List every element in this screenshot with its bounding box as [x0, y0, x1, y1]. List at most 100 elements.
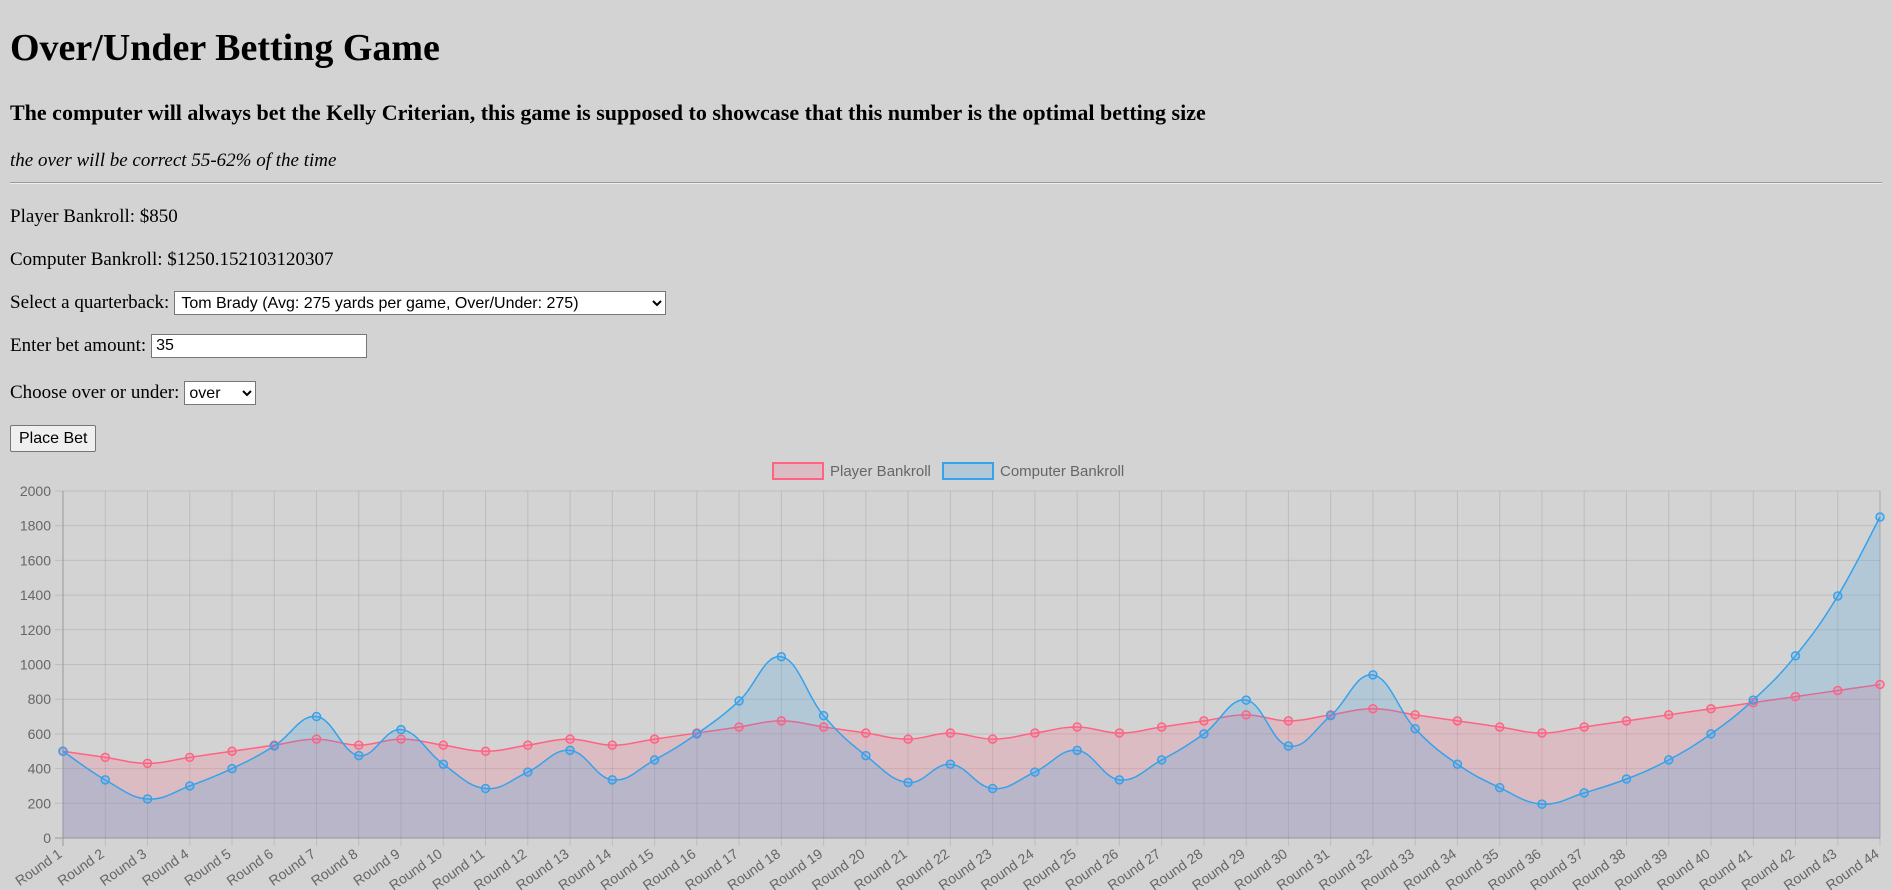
data-point	[1875, 679, 1885, 690]
data-point	[903, 777, 913, 788]
y-tick-label: 1800	[20, 518, 51, 534]
data-point	[1114, 775, 1125, 785]
y-tick-label: 600	[28, 726, 52, 742]
data-point	[396, 734, 406, 744]
data-point	[354, 740, 364, 750]
data-point	[1748, 695, 1758, 705]
x-tick-label: Round 7	[266, 845, 319, 889]
computer-bankroll: Computer Bankroll: $1250.152103120307	[10, 249, 334, 271]
x-tick-label: Round 8	[308, 845, 361, 889]
data-point	[1030, 767, 1040, 777]
x-tick-label: Round 5	[181, 845, 234, 889]
data-point	[1452, 759, 1463, 770]
bet-label: Enter bet amount:	[10, 335, 147, 356]
data-point	[354, 750, 364, 761]
data-point	[945, 728, 956, 738]
legend-label: Computer Bankroll	[1000, 463, 1124, 480]
data-point	[1030, 728, 1040, 738]
odds-note: the over will be correct 55-62% of the t…	[10, 150, 337, 171]
data-point	[142, 758, 153, 769]
data-point	[1072, 722, 1082, 732]
data-point	[1832, 591, 1843, 601]
page-title: Over/Under Betting Game	[10, 27, 440, 69]
data-point	[311, 711, 322, 722]
legend-swatch	[942, 462, 994, 480]
data-point	[1156, 755, 1167, 765]
data-point	[903, 734, 913, 744]
place-bet-button[interactable]: Place Bet	[10, 425, 97, 452]
data-point	[185, 752, 195, 763]
x-tick-label: Round 4	[139, 845, 192, 889]
data-point	[1452, 716, 1463, 726]
series-area-0	[63, 684, 1880, 838]
data-point	[1621, 716, 1632, 726]
page-subtitle: The computer will always bet the Kelly C…	[10, 100, 1206, 125]
player-bankroll-text: Player Bankroll: $850	[10, 206, 178, 227]
bet-amount-input[interactable]	[151, 334, 368, 358]
bankroll-chart: 0 200 400 600 800 1000 1200 1400 1600 1800 2000 Rou…	[12, 462, 1885, 890]
y-tick-label: 1200	[20, 622, 51, 638]
data-point	[269, 741, 280, 751]
data-point	[1241, 695, 1251, 705]
data-point	[1579, 788, 1589, 798]
data-point	[100, 752, 111, 763]
bet-row: Enter bet amount:	[10, 334, 368, 358]
legend-swatch	[772, 462, 824, 480]
data-point	[1663, 755, 1674, 765]
data-point	[480, 783, 491, 794]
series-area-1	[63, 517, 1880, 838]
data-point	[945, 759, 956, 770]
data-point	[818, 710, 829, 721]
data-point	[1790, 691, 1801, 702]
data-point	[607, 740, 618, 750]
data-point	[1494, 722, 1505, 732]
data-point	[607, 775, 618, 785]
data-point	[861, 728, 871, 738]
data-point	[438, 740, 449, 750]
x-tick-label: Round 1	[12, 845, 65, 889]
x-tick-label: Round 3	[97, 845, 150, 889]
data-point	[1410, 710, 1420, 720]
data-point	[734, 696, 744, 706]
data-point	[818, 722, 829, 732]
data-point	[1072, 745, 1082, 756]
y-tick-label: 400	[28, 761, 52, 777]
data-point	[58, 746, 68, 756]
data-point	[734, 722, 744, 732]
data-point	[1283, 716, 1294, 726]
ou-row: Choose over or under: over	[10, 381, 257, 405]
legend-label: Player Bankroll	[830, 463, 931, 480]
data-point	[100, 775, 111, 785]
divider	[10, 182, 1882, 184]
data-point	[1537, 728, 1547, 738]
data-point	[649, 755, 660, 765]
data-point	[1241, 710, 1251, 720]
data-point	[1283, 741, 1294, 751]
data-point	[1706, 729, 1716, 739]
x-tick-label: Round 6	[223, 845, 276, 889]
quarterback-select[interactable]: Tom Brady (Avg: 275 yards per game, Over…	[174, 291, 667, 315]
data-point	[523, 740, 533, 750]
y-tick-label: 0	[43, 830, 51, 846]
x-tick-label: Round 2	[54, 845, 107, 889]
data-point	[311, 734, 322, 744]
data-point	[565, 745, 575, 756]
data-point	[987, 783, 998, 794]
data-point	[396, 724, 406, 735]
button-row: Place Bet	[10, 425, 97, 452]
y-tick-label: 1000	[20, 657, 51, 673]
data-point	[987, 734, 998, 744]
ou-label: Choose over or under:	[10, 382, 180, 403]
data-point	[776, 716, 787, 726]
data-point	[565, 734, 575, 744]
data-point	[1199, 729, 1209, 739]
y-tick-label: 800	[28, 691, 52, 707]
data-point	[1199, 716, 1209, 726]
computer-bankroll-text: Computer Bankroll: $1250.152103120307	[10, 249, 334, 270]
over-under-select[interactable]: over	[184, 381, 257, 405]
qb-row: Select a quarterback: Tom Brady (Avg: 27…	[10, 291, 667, 315]
data-point	[523, 767, 533, 777]
qb-label: Select a quarterback:	[10, 292, 170, 313]
data-point	[227, 746, 237, 756]
data-point	[861, 750, 871, 761]
